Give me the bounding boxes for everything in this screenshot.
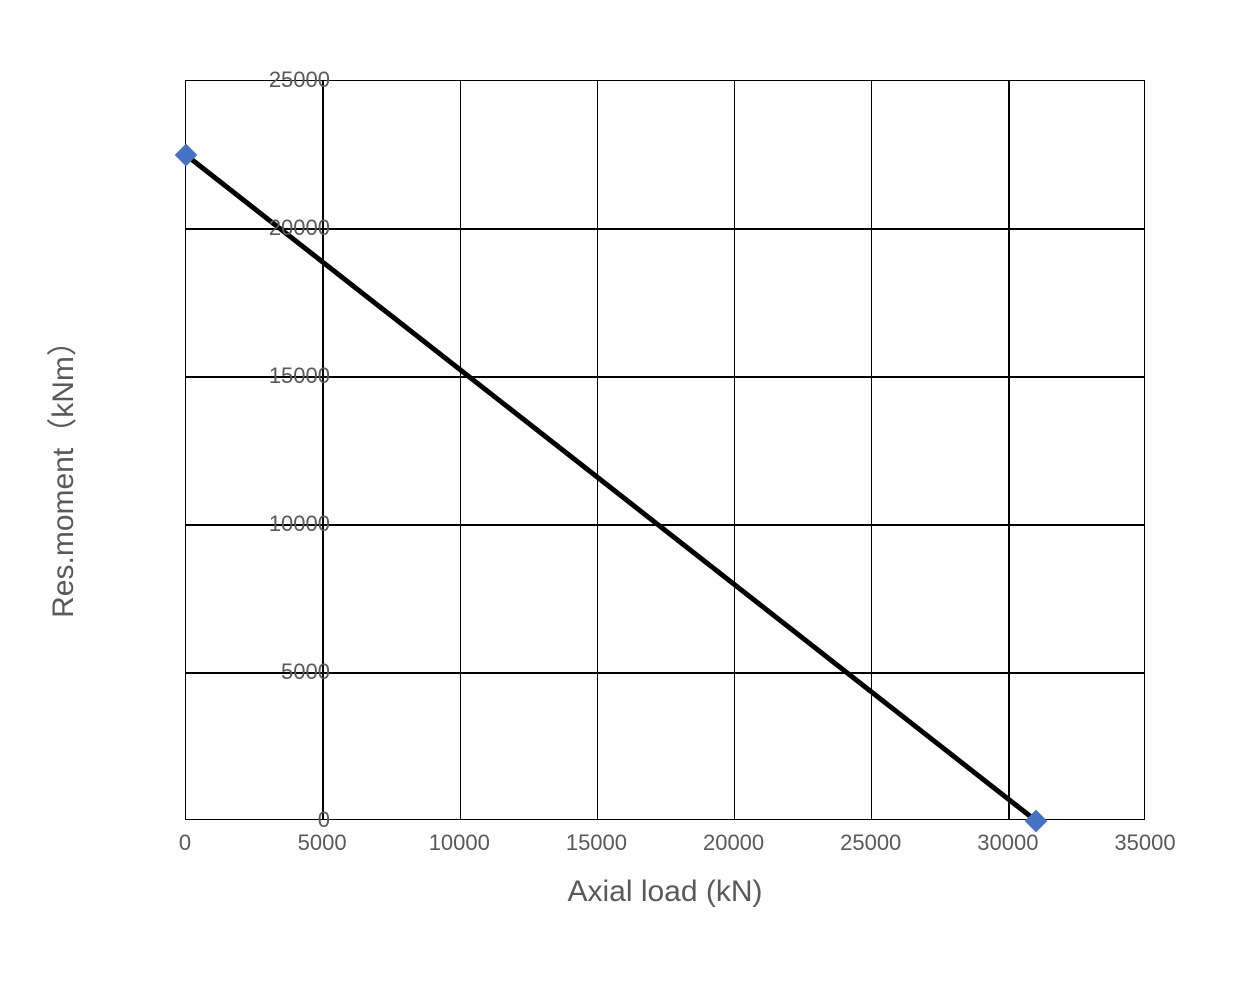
x-tick-label: 0 (145, 830, 225, 856)
x-tick-label: 10000 (419, 830, 499, 856)
x-tick-label: 30000 (968, 830, 1048, 856)
y-tick-label: 0 (240, 807, 330, 833)
y-tick-label: 15000 (240, 363, 330, 389)
x-tick-label: 20000 (694, 830, 774, 856)
y-tick-label: 25000 (240, 67, 330, 93)
x-tick-label: 15000 (556, 830, 636, 856)
y-tick-label: 10000 (240, 511, 330, 537)
data-marker (175, 144, 198, 167)
series-line (186, 155, 1036, 821)
x-tick-label: 5000 (282, 830, 362, 856)
plot-area (185, 80, 1145, 820)
y-tick-label: 5000 (240, 659, 330, 685)
grid-line-vertical (871, 81, 873, 819)
chart-container: Res.moment（kNm） Axial load (kN) 05000100… (80, 60, 1200, 930)
x-tick-label: 35000 (1105, 830, 1185, 856)
grid-line-vertical (1008, 81, 1010, 819)
x-axis-label: Axial load (kN) (567, 875, 762, 909)
grid-line-vertical (322, 81, 324, 819)
grid-line-vertical (734, 81, 736, 819)
x-tick-label: 25000 (831, 830, 911, 856)
data-marker (1025, 810, 1048, 833)
y-axis-label: Res.moment（kNm） (38, 326, 82, 618)
grid-line-vertical (597, 81, 599, 819)
chart-svg (186, 81, 1146, 821)
grid-line-vertical (460, 81, 462, 819)
y-tick-label: 20000 (240, 215, 330, 241)
